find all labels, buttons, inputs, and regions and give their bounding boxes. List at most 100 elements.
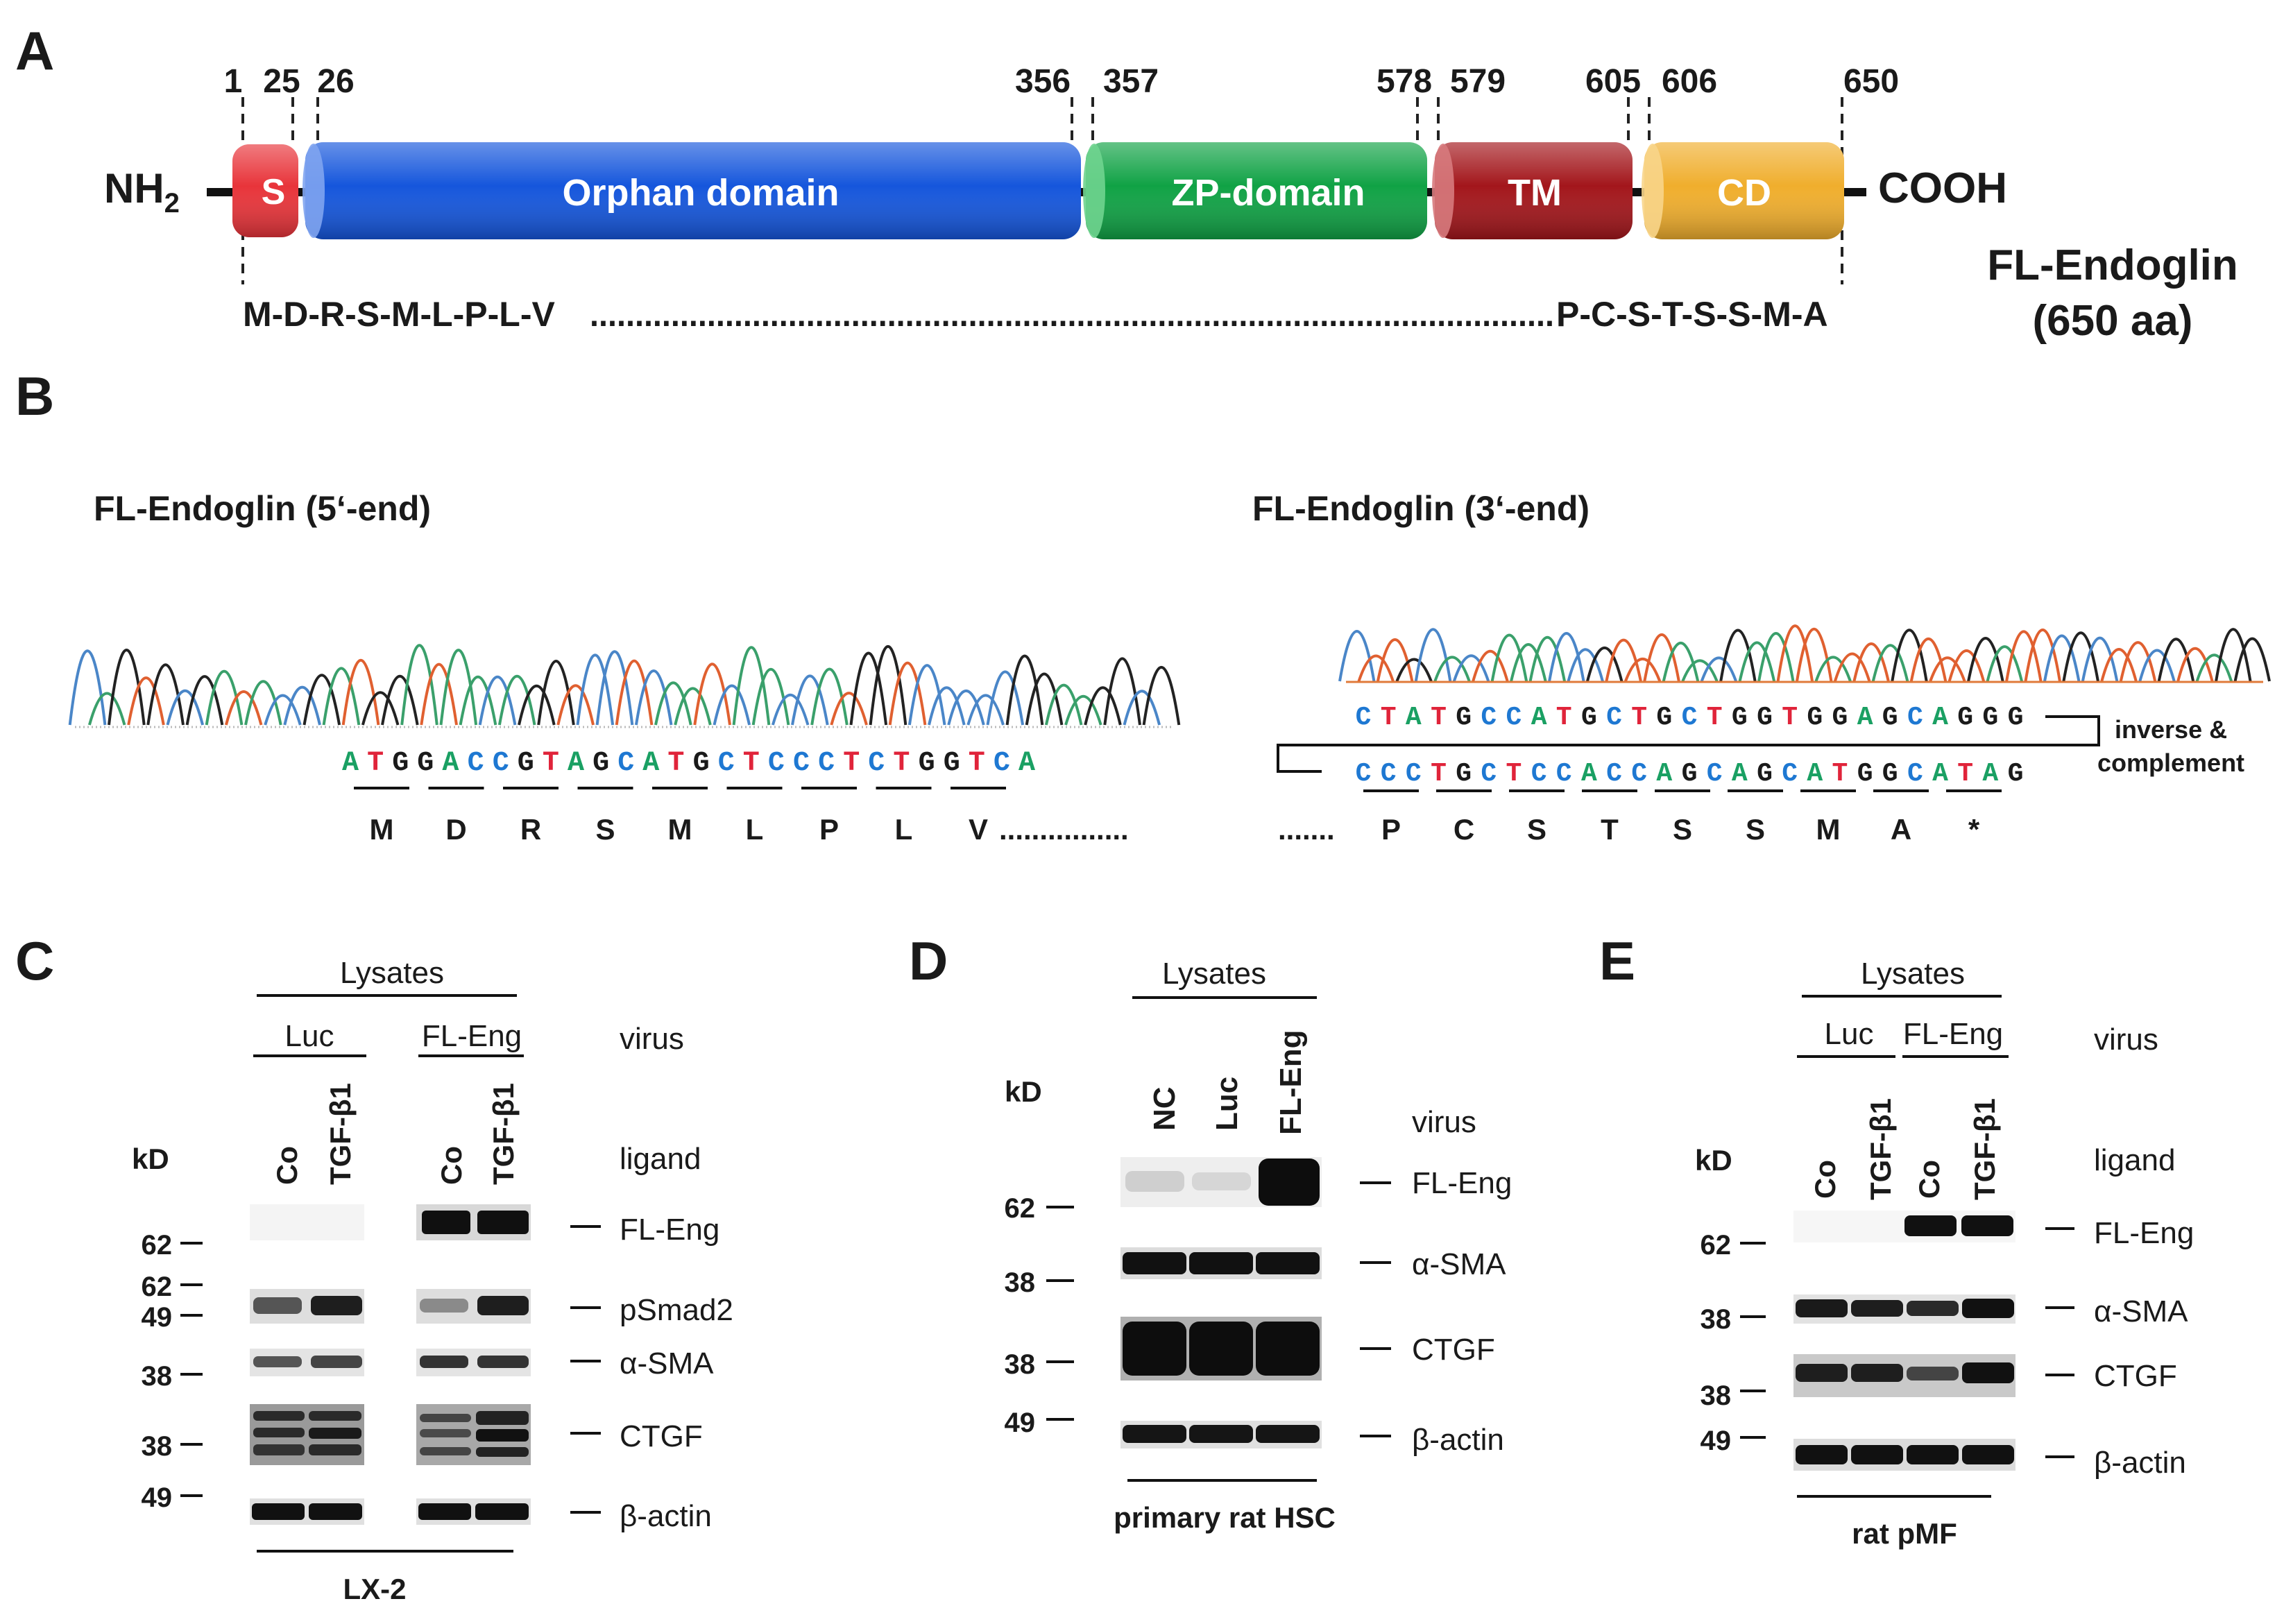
right-top-base: T [1556,703,1572,733]
right-top-base: T [1707,703,1723,733]
trace-peak [1064,694,1102,726]
trace-peak [1472,649,1509,682]
position-guides [241,97,1843,284]
domain-orphan: Orphan domain [302,142,1081,239]
panel-d-band-ctgf: CTGF [1412,1333,1495,1367]
right-chromatogram [1338,624,2271,682]
panel-e-footer: rat pMF [1852,1517,1957,1550]
right-amino-acid: P [1381,813,1401,846]
trace-peak [87,692,126,726]
trace-peak [1005,654,1044,726]
trace-peak [302,674,341,726]
position-605: 605 [1585,63,1641,100]
panel-e-group-fl-eng: FL-Eng [1903,1017,2003,1051]
left-base: C [468,748,484,779]
trace-peak [1142,665,1181,726]
trace-peak [478,676,517,726]
trace-peak [166,690,205,726]
trace-peak [1757,632,1795,682]
panel-e-marker-38b: 38 [1701,1381,1732,1411]
trace-peak [2176,647,2214,682]
right-amino-acid: A [1891,813,1911,846]
trace-peak [1662,642,1700,682]
panel-c-ligand-label: ligand [620,1142,701,1176]
right-bottom-base: G [1882,759,1898,789]
panel-d-kd-label: kD [1005,1075,1042,1108]
panel-c-group-luc: Luc [285,1019,334,1053]
left-base: A [342,748,359,779]
trace-peak [1948,649,1986,682]
panel-c-label-dashes [570,1225,601,1514]
right-top-base: C [1606,703,1622,733]
right-bottom-base: A [1807,759,1823,789]
trace-peak [1414,628,1452,682]
trace-peak [634,669,673,726]
panel-c-kd-label: kD [132,1143,169,1175]
left-base: T [843,748,860,779]
panel-c-band-psmad2: pSmad2 [620,1293,733,1327]
trace-peak [1852,642,1890,682]
panel-c-marker-38b: 38 [142,1431,173,1462]
panel-d-marker-38a: 38 [1005,1267,1036,1298]
trace-peak [907,664,946,726]
trace-peak [771,693,810,726]
trace-peak [1510,643,1547,682]
right-top-base: A [1531,703,1547,733]
left-amino-acid: M [668,813,692,846]
trace-peak [615,659,654,726]
trace-peak [1833,652,1871,682]
trace-peak [1986,645,2023,682]
panel-e-lane-3: Co [1913,1160,1945,1199]
trace-peak [1738,641,1776,682]
trace-peak [264,694,302,726]
panel-c-header: Lysates [340,956,444,990]
sequence-start: M-D-R-S-M-L-P-L-V [243,295,556,334]
trace-peak [928,686,966,726]
right-top-base: G [1832,703,1848,733]
right-top-base: G [1581,703,1597,733]
panel-e-ligand-label: ligand [2094,1143,2175,1177]
trace-peak [459,676,497,726]
trace-peak [2081,636,2119,682]
trace-peak [322,667,361,726]
position-26: 26 [317,63,354,100]
left-base: T [667,748,684,779]
trace-peak [849,651,888,726]
trace-peak [1929,656,1966,682]
left-base: G [693,748,710,779]
left-base: C [493,748,509,779]
right-top-base: C [1506,703,1522,733]
position-1: 1 [224,63,243,100]
trace-peak [2119,641,2157,682]
trace-peak [1967,636,2004,682]
fl-endoglin-title: FL-Endoglin [1987,241,2238,289]
left-base: A [568,748,584,779]
panel-d-marker-62: 62 [1005,1193,1036,1224]
right-top-base: G [1882,703,1898,733]
domain-s: S [232,144,298,237]
left-amino-acid: D [445,813,466,846]
trace-peak [1338,630,1376,682]
right-top-base: A [1932,703,1948,733]
domain-cd: CD [1642,142,1844,239]
right-top-base: C [1481,703,1497,733]
trace-peak [966,694,1005,726]
panel-c-marker-49a: 49 [142,1302,173,1333]
panel-b-letter: B [15,366,54,427]
panel-d: D Lysates kD NC Luc FL-Eng virus 62 38 3… [909,930,1512,1534]
panel-c-lane-4: TGF-β1 [487,1083,520,1185]
trace-peak [224,690,263,726]
trace-peak [732,646,771,726]
trace-peak [2100,648,2138,682]
trace-peak [654,681,692,726]
panel-a: A 1 25 26 356 357 578 579 605 606 [15,20,2238,345]
complement-label: complement [2097,749,2244,777]
trace-peak [1452,654,1490,682]
panel-c-band-ctgf: CTGF [620,1419,703,1453]
left-base: C [994,748,1010,779]
right-bottom-base: G [1682,759,1698,789]
panel-d-band-fl-eng: FL-Eng [1412,1166,1512,1200]
